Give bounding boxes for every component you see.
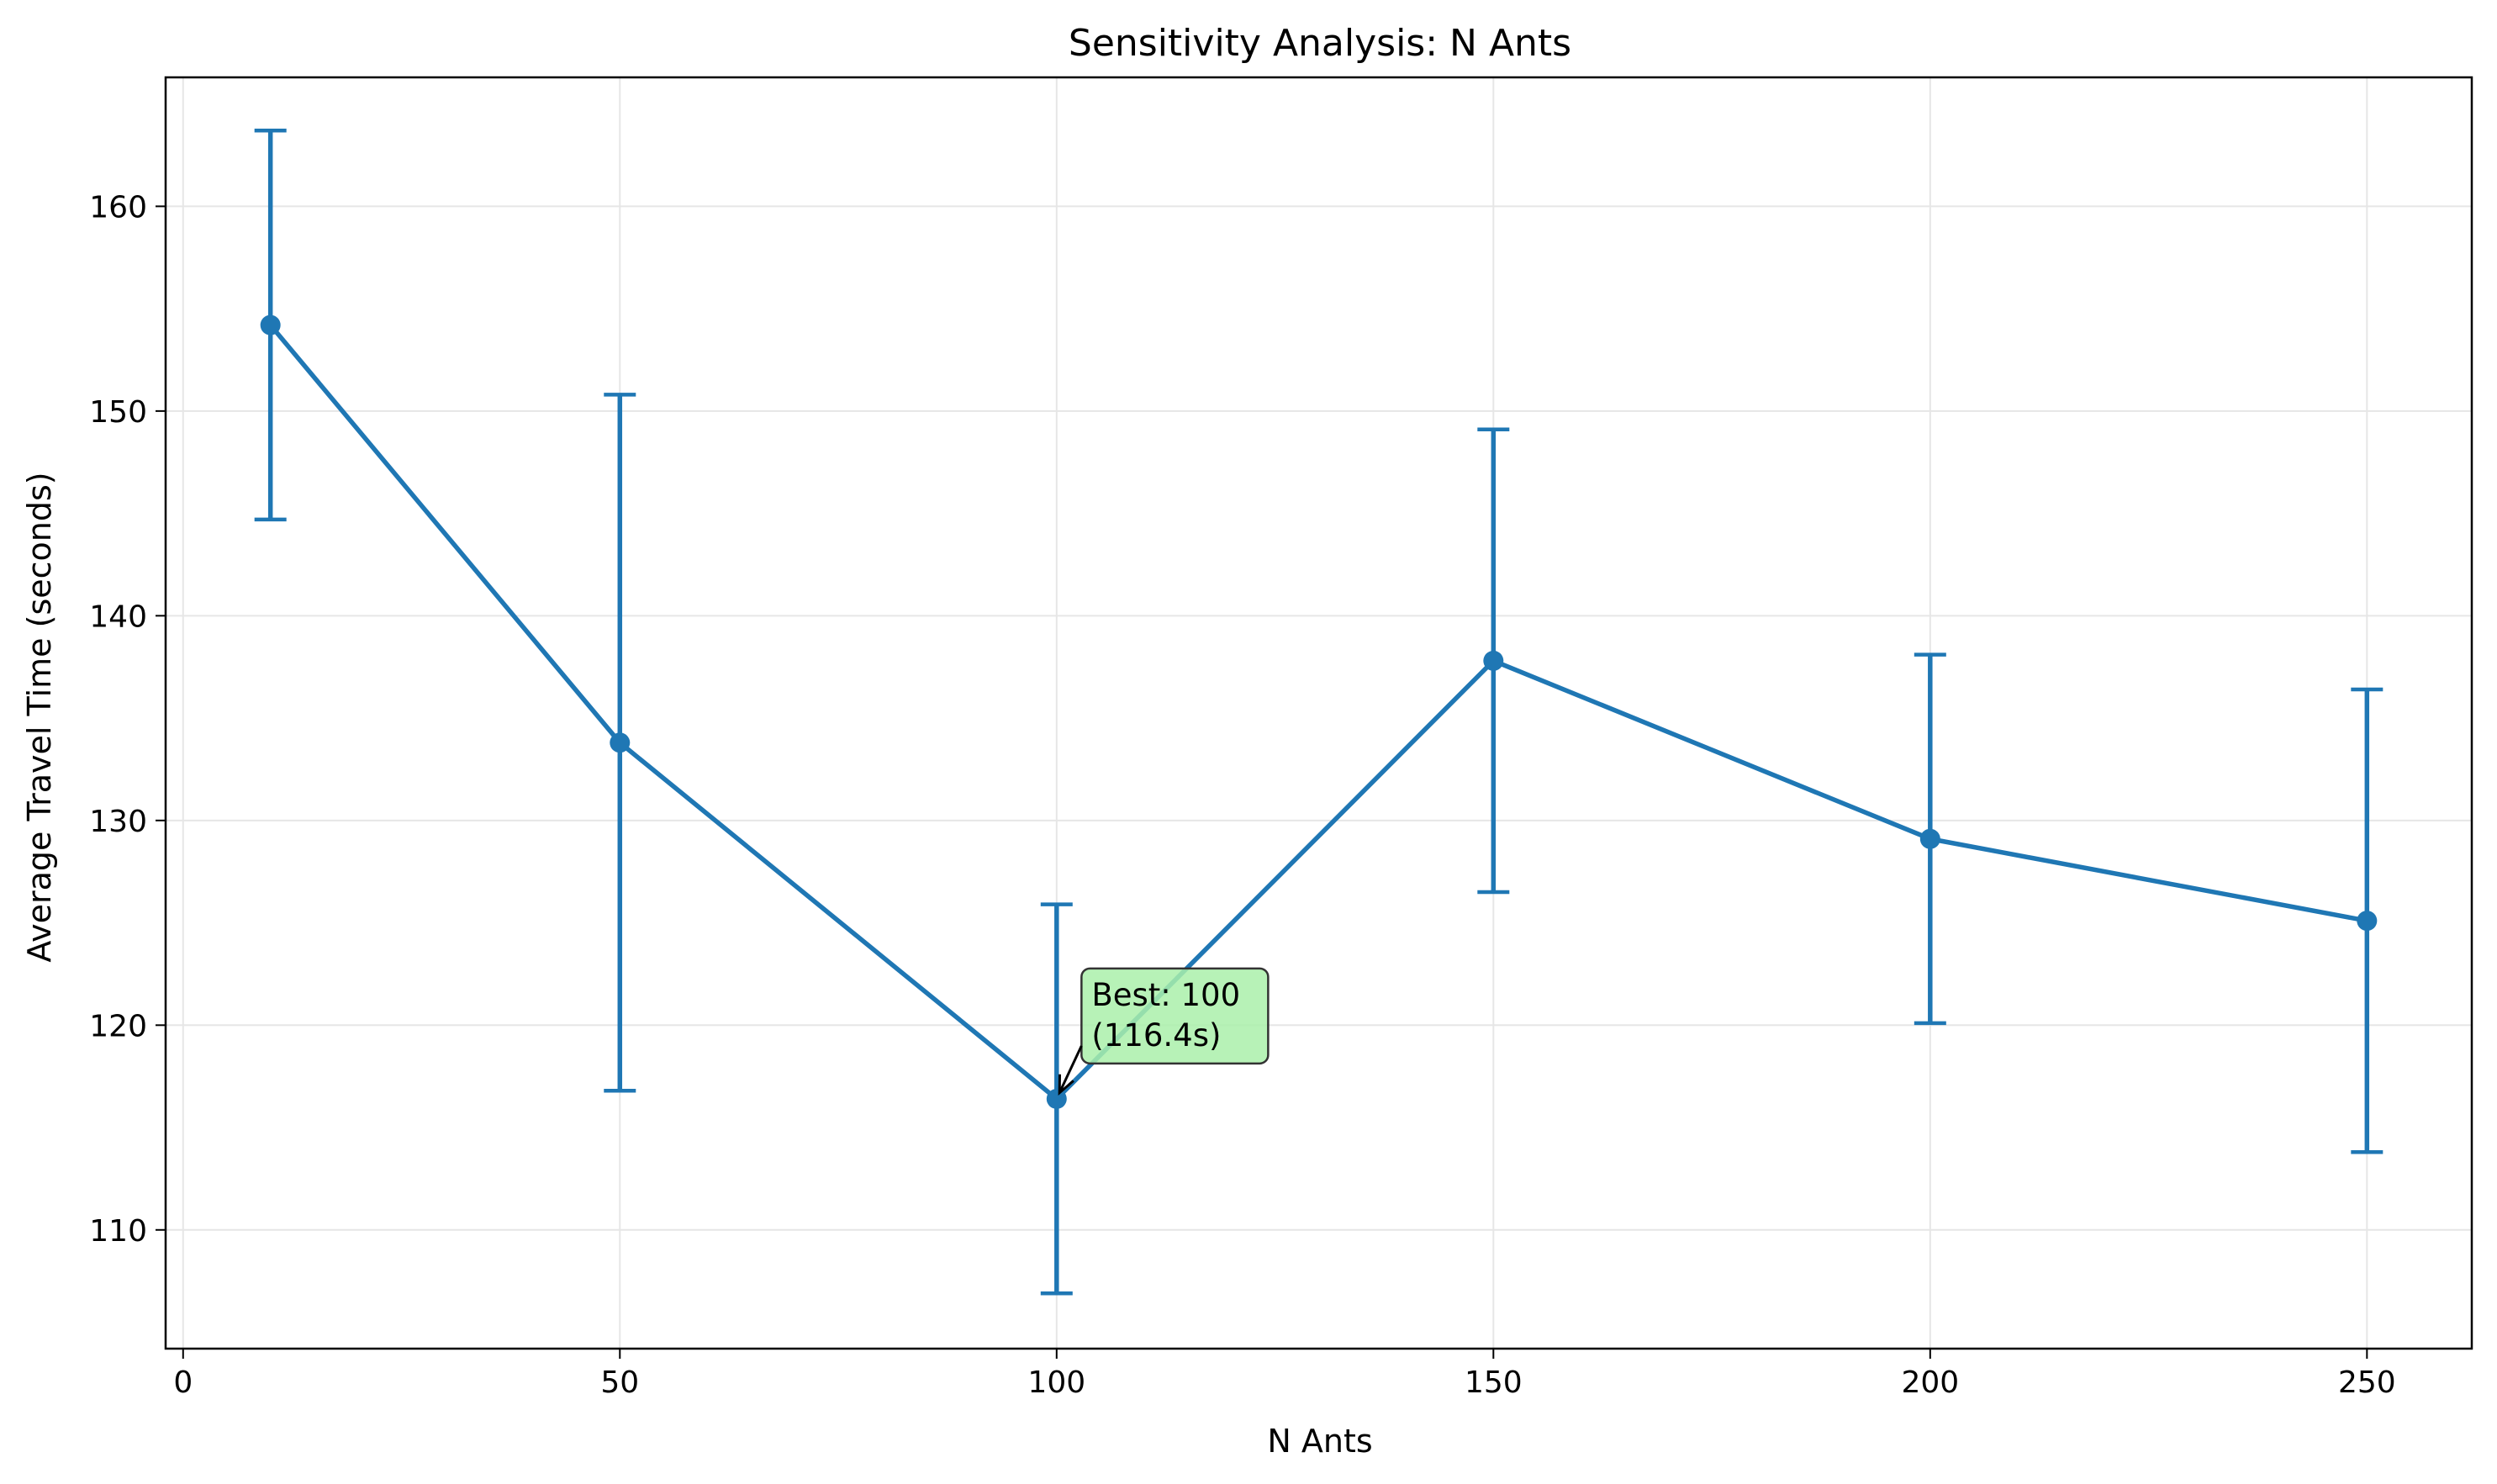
y-tick-label: 140 xyxy=(89,599,147,634)
annotation-line-1: Best: 100 xyxy=(1091,977,1240,1013)
data-point xyxy=(260,314,281,335)
x-tick-label: 50 xyxy=(600,1365,639,1400)
annotations: Best: 100 (116.4s) xyxy=(1058,967,1270,1096)
x-tick-label: 150 xyxy=(1465,1365,1523,1400)
data-point xyxy=(1483,650,1504,671)
plot-frame xyxy=(164,76,2473,1350)
annotation-box xyxy=(1080,967,1270,1065)
x-tick-label: 250 xyxy=(2338,1365,2396,1400)
x-tick-label: 200 xyxy=(1901,1365,1959,1400)
x-axis-ticks: 0 50 100 150 200 250 xyxy=(173,1349,2396,1400)
annotation-arrow-shaft xyxy=(1058,1045,1083,1094)
y-axis-label: Average Travel Time (seconds) xyxy=(21,472,58,962)
best-annotation: Best: 100 (116.4s) xyxy=(1058,967,1270,1096)
y-tick-label: 110 xyxy=(89,1214,147,1249)
series xyxy=(254,129,2384,1296)
y-tick-label: 150 xyxy=(89,395,147,430)
data-point xyxy=(1046,1088,1067,1109)
annotation-line-2: (116.4s) xyxy=(1091,1017,1221,1054)
y-axis-ticks: 110 120 130 140 150 160 xyxy=(89,190,166,1249)
y-tick-label: 120 xyxy=(89,1009,147,1043)
data-point xyxy=(2357,911,2378,932)
annotation-arrow-head xyxy=(1058,1074,1074,1096)
x-axis-label: N Ants xyxy=(1267,1423,1372,1460)
series-line xyxy=(268,323,2368,1101)
data-point xyxy=(1919,828,1940,849)
chart-title: Sensitivity Analysis: N Ants xyxy=(1069,22,1571,65)
data-point xyxy=(610,732,631,753)
y-tick-label: 160 xyxy=(89,190,147,224)
y-tick-label: 130 xyxy=(89,805,147,839)
x-tick-label: 100 xyxy=(1027,1365,1085,1400)
x-tick-label: 0 xyxy=(173,1365,193,1400)
